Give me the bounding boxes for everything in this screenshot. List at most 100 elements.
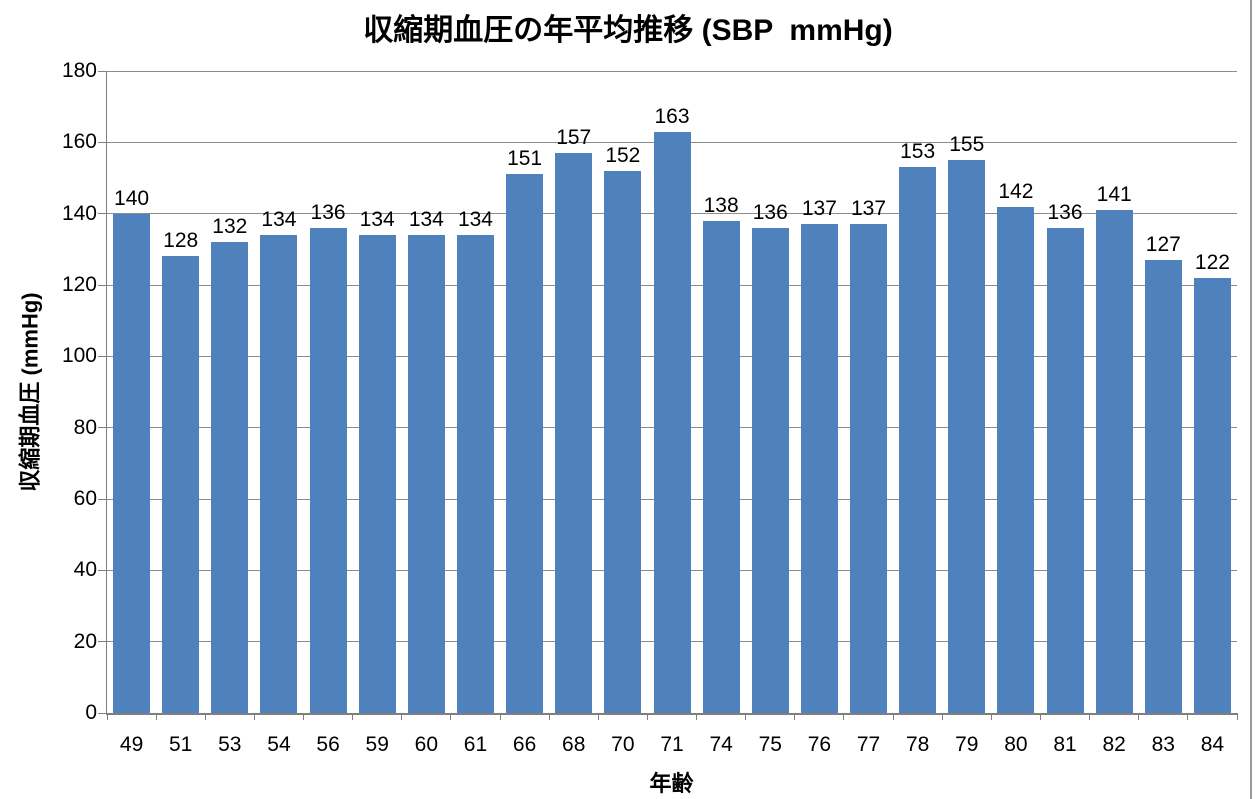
bar [702,220,740,713]
x-axis-tick [401,713,403,720]
x-axis-title: 年齢 [649,771,694,796]
x-axis-tick [1187,713,1189,720]
x-tick-label: 49 [119,733,144,756]
x-axis-tick [303,713,305,720]
bar [260,235,298,713]
bar-value-label: 157 [556,126,592,150]
bar-value-label: 141 [1096,183,1132,207]
x-axis-tick [941,713,943,720]
y-axis-tick [98,427,106,429]
x-axis-tick [548,713,550,720]
y-tick-label: 160 [61,130,97,154]
x-tick-label: 79 [955,733,979,756]
x-axis-tick [646,713,648,720]
y-tick-label: 20 [73,629,97,653]
bar [456,235,494,713]
y-axis-tick [98,284,106,286]
y-tick-label: 0 [85,701,97,724]
y-tick-label: 100 [61,344,97,368]
y-tick-label: 80 [73,415,97,439]
x-tick-label: 51 [169,733,193,756]
x-tick-label: 75 [758,733,782,756]
bar [997,206,1035,713]
x-axis-tick [597,713,599,720]
bar-value-label: 155 [949,133,985,157]
bar [751,227,789,713]
x-axis-tick [843,713,845,720]
bar-value-label: 136 [310,200,346,224]
bar-value-label: 152 [605,143,641,167]
bar-value-label: 136 [752,200,788,224]
bar-value-label: 142 [998,179,1034,203]
y-tick-label: 180 [61,59,97,82]
y-axis-tick [98,498,106,500]
bar-value-label: 132 [212,215,248,239]
y-tick-label: 140 [61,201,97,225]
x-axis-tick [892,713,894,720]
bar [604,170,642,713]
y-axis-title-wrap: 収縮期血圧 (mmHg) [6,71,52,713]
x-axis-tick [696,713,698,720]
x-tick-label: 81 [1053,733,1077,756]
gridline [107,70,1237,72]
x-axis-tick [106,713,108,720]
x-tick-label: 54 [267,733,291,756]
x-tick-label: 78 [905,733,930,756]
x-tick-label: 59 [365,733,389,756]
x-axis-tick [745,713,747,720]
bar [850,224,888,713]
x-tick-label: 84 [1200,733,1225,756]
x-tick-label: 71 [660,733,684,756]
x-axis-tick [253,713,255,720]
x-tick-label: 76 [807,733,832,756]
y-tick-label: 40 [73,558,97,582]
bar [1046,227,1084,713]
bar [358,235,396,713]
x-tick-label: 80 [1004,733,1028,756]
bar [555,153,593,713]
bar [1193,277,1231,713]
bar-value-label: 127 [1145,233,1181,257]
bar [309,227,347,713]
bar-value-label: 128 [163,229,199,253]
bar-value-label: 136 [1047,200,1083,224]
bar [113,213,151,713]
y-tick-label: 120 [61,273,97,296]
bar-value-label: 134 [457,208,493,232]
x-tick-label: 56 [316,733,340,756]
x-axis-tick [450,713,452,720]
bar [899,167,937,713]
y-axis-tick [98,141,106,143]
x-axis-tick [499,713,501,720]
bar-value-label: 134 [359,208,395,232]
bar-value-label: 151 [507,147,543,171]
x-axis-tick [1236,713,1238,720]
x-tick-label: 83 [1151,733,1175,756]
x-tick-label: 66 [512,733,537,756]
bar-value-label: 163 [654,104,690,128]
y-axis-tick [98,213,106,215]
x-axis-tick [352,713,354,720]
bar-value-label: 137 [801,197,837,221]
bar [407,235,445,713]
x-tick-label: 82 [1102,733,1126,756]
x-axis-tick [155,713,157,720]
x-axis-tick [1089,713,1091,720]
bar [653,131,691,713]
x-tick-label: 70 [611,733,635,756]
y-axis-tick [98,70,106,72]
bar-value-label: 134 [408,208,444,232]
x-axis-tick [794,713,796,720]
chart-title: 収縮期血圧の年平均推移 (SBP mmHg) [363,14,893,47]
x-tick-label: 77 [856,733,881,756]
x-tick-label: 61 [463,733,488,756]
bar [1144,260,1182,713]
y-tick-label: 60 [73,487,97,510]
x-tick-label: 53 [218,733,242,756]
y-axis-tick [98,355,106,357]
y-axis-tick [98,712,106,714]
bar [506,174,544,713]
bar [162,256,200,713]
bar-value-label: 140 [114,186,150,210]
bar-value-label: 153 [900,140,936,164]
